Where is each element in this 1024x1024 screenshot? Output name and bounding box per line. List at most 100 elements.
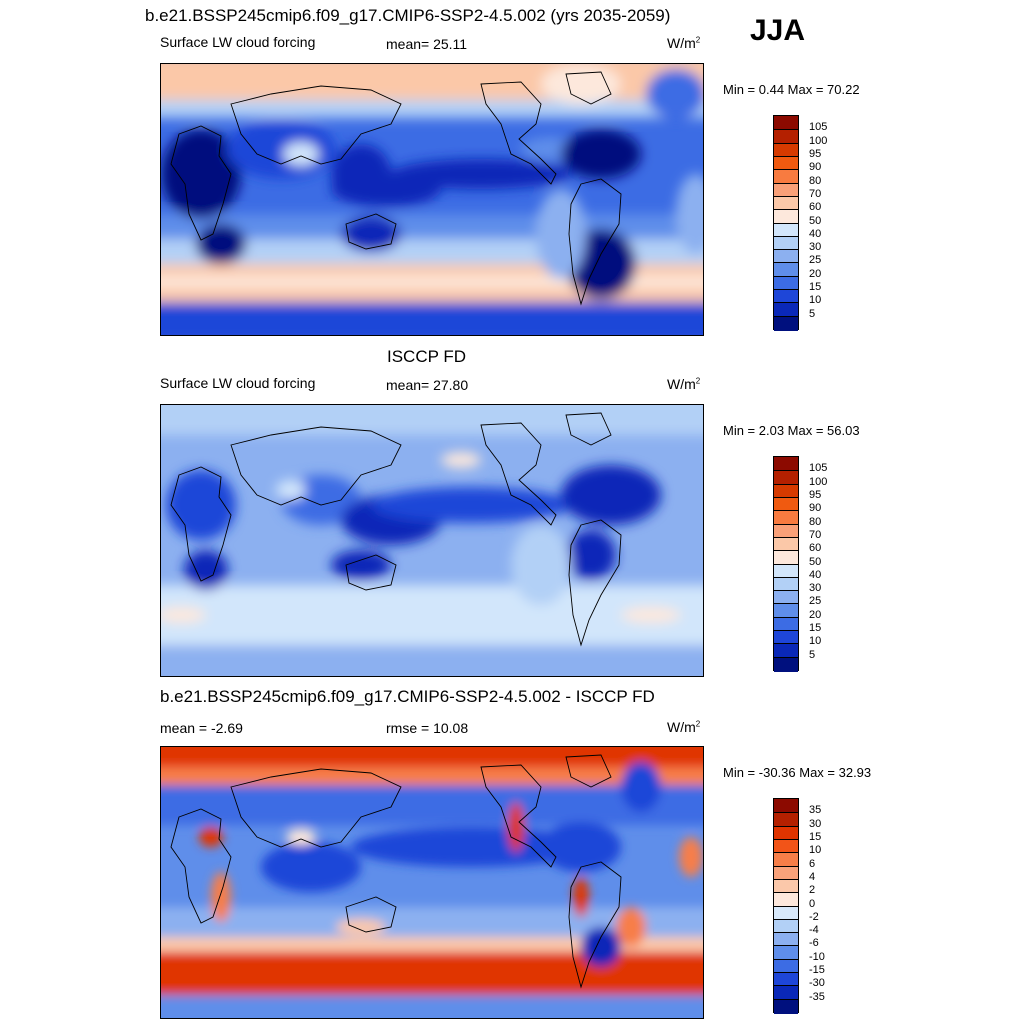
panel2-colorbar-tick-label: 10 xyxy=(809,635,822,648)
panel3-colorbar-tick-label: -15 xyxy=(809,964,825,977)
panel3-colorbar-tick-label: 6 xyxy=(809,857,816,870)
panel3-colorbar-tick-label: -30 xyxy=(809,977,825,990)
panel2-colorbar-tick-label: 20 xyxy=(809,608,822,621)
panel2-colorbar-swatch xyxy=(774,563,798,579)
panel2-colorbar-swatch xyxy=(774,457,798,471)
panel3-colorbar-swatch xyxy=(774,905,798,921)
panel1-minmax: Min = 0.44 Max = 70.22 xyxy=(723,82,860,97)
panel2-title: ISCCP FD xyxy=(387,347,467,366)
panel1-colorbar-tick-label: 20 xyxy=(809,267,822,280)
panel3-colorbar-swatch xyxy=(774,799,798,813)
panel1-colorbar-tick-label: 100 xyxy=(809,134,828,147)
panel3-colorbar-swatch xyxy=(774,918,798,934)
panel2-units: W/m2 xyxy=(667,376,701,392)
panel2-colorbar-tick-label: 70 xyxy=(809,528,822,541)
panel2-variable-label: Surface LW cloud forcing xyxy=(160,375,316,391)
panel3-mean-label: mean = -2.69 xyxy=(160,720,243,736)
panel3-colorbar-swatch xyxy=(774,865,798,881)
panel1-colorbar-tick-label: 95 xyxy=(809,147,822,160)
panel1-colorbar-swatch xyxy=(774,235,798,251)
panel1-variable-label: Surface LW cloud forcing xyxy=(160,34,316,50)
season-label: JJA xyxy=(750,14,806,47)
panel2-colorbar-tick-label: 5 xyxy=(809,648,816,661)
panel1-colorbar-swatch xyxy=(774,249,798,264)
panel1-colorbar-tick-label: 40 xyxy=(809,227,822,240)
panel1-colorbar-swatch xyxy=(774,142,798,158)
panel2-colorbar-tick-label: 80 xyxy=(809,515,822,528)
panel2-colorbar-tick-label: 100 xyxy=(809,475,828,488)
panel2-colorbar xyxy=(773,456,799,672)
panel2-colorbar-swatch xyxy=(774,656,798,672)
panel2-colorbar-swatch xyxy=(774,603,798,619)
panel3-colorbar-tick-label: -10 xyxy=(809,950,825,963)
panel1-colorbar-tick-label: 105 xyxy=(809,121,828,134)
panel3-colorbar-tick-label: 0 xyxy=(809,897,816,910)
panel1-colorbar-swatch xyxy=(774,275,798,291)
panel3-title: b.e21.BSSP245cmip6.f09_g17.CMIP6-SSP2-4.… xyxy=(160,687,655,706)
panel1-colorbar-swatch xyxy=(774,129,798,145)
panel2-minmax: Min = 2.03 Max = 56.03 xyxy=(723,423,860,438)
panel1-colorbar-tick-label: 80 xyxy=(809,174,822,187)
panel2-mean-label: mean= 27.80 xyxy=(386,377,469,393)
panel1-colorbar-swatch xyxy=(774,209,798,224)
panel2-colorbar-swatch xyxy=(774,576,798,592)
panel3-colorbar-swatch xyxy=(774,932,798,947)
panel3-colorbar-tick-label: 15 xyxy=(809,830,822,843)
panel3-colorbar-swatch xyxy=(774,825,798,841)
panel1-colorbar-tick-label: 10 xyxy=(809,294,822,307)
panel2-colorbar-swatch xyxy=(774,523,798,539)
panel1-colorbar-swatch xyxy=(774,155,798,171)
panel1-colorbar-swatch xyxy=(774,169,798,185)
panel1-colorbar-swatch xyxy=(774,262,798,278)
panel1-colorbar-swatch xyxy=(774,289,798,304)
panel1-colorbar-tick-label: 70 xyxy=(809,187,822,200)
panel1-colorbar-swatch xyxy=(774,195,798,211)
panel1-units: W/m2 xyxy=(667,35,701,51)
panel3-colorbar xyxy=(773,798,799,1014)
panel2-colorbar-swatch xyxy=(774,496,798,512)
panel1-colorbar-swatch xyxy=(774,182,798,198)
panel2-colorbar-swatch xyxy=(774,510,798,526)
panel2-colorbar-swatch xyxy=(774,590,798,605)
panel2-colorbar-tick-label: 95 xyxy=(809,488,822,501)
panel3-colorbar-swatch xyxy=(774,945,798,961)
panel3-colorbar-swatch xyxy=(774,838,798,854)
panel3-colorbar-tick-label: 30 xyxy=(809,817,822,830)
panel1-title: b.e21.BSSP245cmip6.f09_g17.CMIP6-SSP2-4.… xyxy=(145,6,671,25)
panel1-colorbar-tick-label: 30 xyxy=(809,241,822,254)
panel2-colorbar-swatch xyxy=(774,630,798,645)
panel2-colorbar-swatch xyxy=(774,643,798,659)
panel3-colorbar-swatch xyxy=(774,985,798,1001)
panel3-colorbar-tick-label: 2 xyxy=(809,884,816,897)
panel2-colorbar-swatch xyxy=(774,483,798,499)
panel3-colorbar-swatch xyxy=(774,998,798,1014)
panel3-colorbar-swatch xyxy=(774,878,798,894)
panel3-colorbar-swatch xyxy=(774,812,798,828)
panel2-colorbar-tick-label: 60 xyxy=(809,542,822,555)
panel2-colorbar-swatch xyxy=(774,470,798,486)
panel3-minmax: Min = -30.36 Max = 32.93 xyxy=(723,765,872,780)
panel2-colorbar-tick-label: 40 xyxy=(809,568,822,581)
panel1-map xyxy=(160,63,704,336)
panel2-colorbar-swatch xyxy=(774,536,798,552)
panel1-colorbar-swatch xyxy=(774,302,798,318)
panel3-colorbar-swatch xyxy=(774,852,798,868)
panel3-colorbar-swatch xyxy=(774,892,798,907)
panel1-colorbar-swatch xyxy=(774,116,798,130)
panel3-units: W/m2 xyxy=(667,719,701,735)
panel2-colorbar-tick-label: 90 xyxy=(809,502,822,515)
panel2-colorbar-swatch xyxy=(774,550,798,565)
panel3-colorbar-tick-label: -35 xyxy=(809,990,825,1003)
panel2-colorbar-swatch xyxy=(774,616,798,632)
panel3-colorbar-tick-label: 10 xyxy=(809,844,822,857)
panel3-colorbar-tick-label: 4 xyxy=(809,870,816,883)
panel3-colorbar-tick-label: 35 xyxy=(809,804,822,817)
panel3-colorbar-tick-label: -2 xyxy=(809,910,819,923)
panel2-colorbar-tick-label: 25 xyxy=(809,595,822,608)
panel1-colorbar-swatch xyxy=(774,222,798,238)
panel3-map xyxy=(160,746,704,1019)
panel3-colorbar-tick-label: -6 xyxy=(809,937,819,950)
panel1-colorbar-tick-label: 50 xyxy=(809,214,822,227)
panel2-map xyxy=(160,404,704,677)
panel3-rmse-label: rmse = 10.08 xyxy=(386,720,469,736)
